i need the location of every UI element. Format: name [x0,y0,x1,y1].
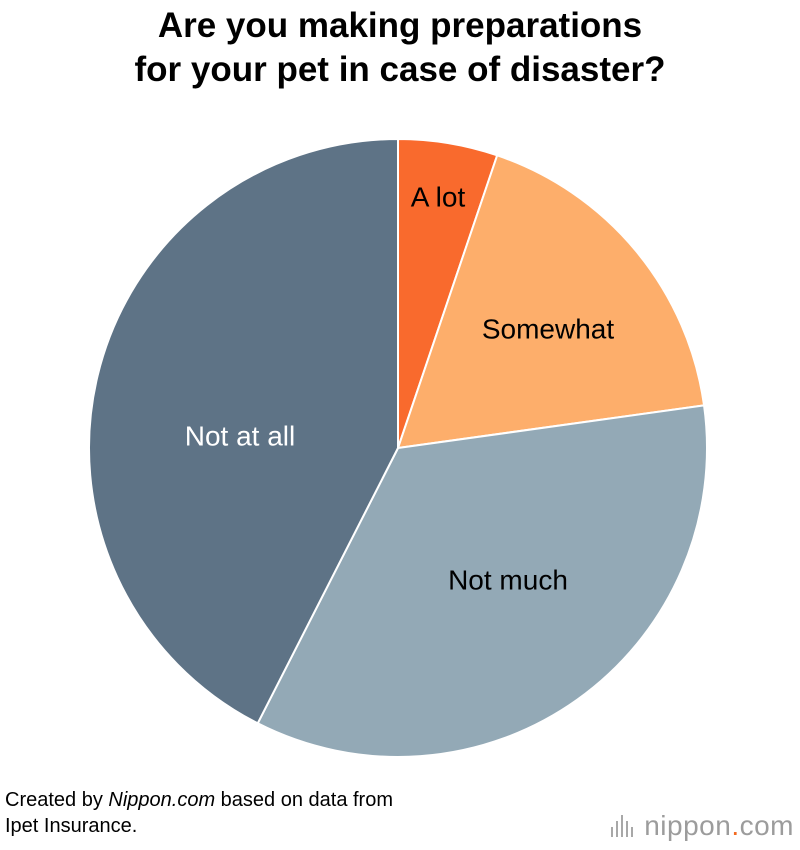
source-note: Created by Nippon.com based on data from… [5,787,393,839]
sound-bars-icon [611,815,636,837]
pie-slice-somewhat [396,154,706,450]
logo-dot: . [731,810,740,841]
slice-label-somewhat: Somewhat [482,313,615,344]
slice-label-a-lot: A lot [411,181,466,212]
slice-label-not-much: Not much [448,564,568,595]
source-site: Nippon.com [108,789,216,811]
chart-title-line-1: Are you making preparations [157,6,643,45]
source-suffix: based on data from [215,789,393,811]
source-line-2: Ipet Insurance. [5,815,138,837]
chart-title-line-2: for your pet in case of disaster? [134,50,666,89]
nippon-logo: nippon. com [611,810,794,842]
logo-name: nippon [644,810,732,841]
chart-title: Are you making preparations for your pet… [0,4,800,92]
source-prefix: Created by [5,789,109,811]
pie-slice-not-at-all [88,137,399,725]
slice-label-not-at-all: Not at all [185,420,296,451]
logo-tld: com [739,810,794,841]
pie-slice-not-much [256,404,708,758]
